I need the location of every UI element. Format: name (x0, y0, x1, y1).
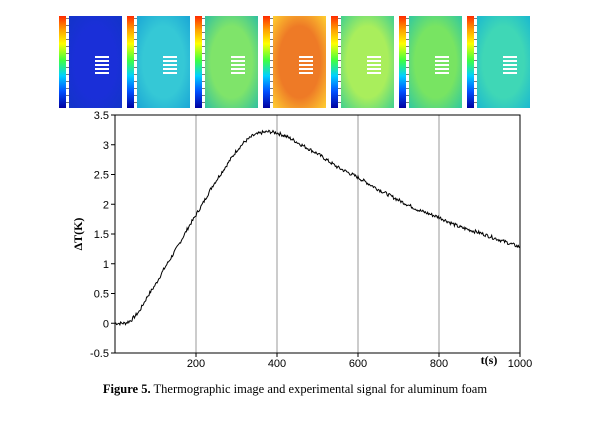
y-tick-label: 3 (103, 140, 109, 152)
temperature-color-scale (263, 16, 270, 108)
temperature-color-scale (331, 16, 338, 108)
sample-marker (503, 56, 517, 74)
caption-text: Thermographic image and experimental sig… (150, 382, 488, 396)
y-tick-label: -0.5 (90, 348, 109, 360)
y-tick-label: 3.5 (94, 110, 109, 122)
thermographic-image (263, 16, 326, 108)
thermal-field (477, 16, 530, 108)
thermal-field (273, 16, 326, 108)
x-tick-label: 800 (430, 358, 448, 370)
x-axis-label: t(s) (481, 353, 498, 367)
y-tick-label: 2 (103, 199, 109, 211)
y-tick-label: 0 (103, 318, 109, 330)
y-tick-label: 1 (103, 259, 109, 271)
temperature-color-scale (127, 16, 134, 108)
thermal-field (409, 16, 462, 108)
sample-marker (231, 56, 245, 74)
thermographic-image (127, 16, 190, 108)
temperature-color-scale (195, 16, 202, 108)
thermal-field (137, 16, 190, 108)
y-tick-label: 1.5 (94, 229, 109, 241)
x-tick-label: 200 (187, 358, 205, 370)
temperature-color-scale (59, 16, 66, 108)
x-tick-label: 1000 (508, 358, 532, 370)
temperature-signal-line (114, 129, 521, 327)
sample-marker (435, 56, 449, 74)
color-scale-ticks (202, 18, 205, 106)
series-group (114, 129, 521, 327)
figure-label: Figure 5. (102, 382, 151, 396)
sample-marker (367, 56, 381, 74)
chart-grid (195, 115, 440, 353)
color-scale-ticks (338, 18, 341, 106)
thermographic-image-strip (59, 16, 530, 108)
thermal-field (205, 16, 258, 108)
figure-caption: Figure 5. Thermographic image and experi… (0, 382, 590, 397)
plot-frame (114, 114, 521, 354)
color-scale-ticks (406, 18, 409, 106)
sample-marker (95, 56, 109, 74)
temperature-color-scale (399, 16, 406, 108)
temperature-chart: -0.5 0 0.5 1 1.5 2 2.5 3 3.5 200 400 600 800 1000 ΔT… (71, 110, 532, 370)
thermographic-image (59, 16, 122, 108)
sample-marker (163, 56, 177, 74)
y-tick-label: 2.5 (94, 170, 109, 182)
color-scale-ticks (134, 18, 137, 106)
color-scale-ticks (66, 18, 69, 106)
sample-marker (299, 56, 313, 74)
thermal-field (341, 16, 394, 108)
thermographic-image (331, 16, 394, 108)
y-axis-label: ΔT(K) (71, 218, 85, 251)
y-tick-label: 0.5 (94, 289, 109, 301)
y-axis-ticks: -0.5 0 0.5 1 1.5 2 2.5 3 3.5 (90, 110, 115, 360)
x-tick-label: 600 (349, 358, 367, 370)
x-axis-ticks: 200 400 600 800 1000 (187, 353, 532, 370)
thermographic-image (467, 16, 530, 108)
x-tick-label: 400 (268, 358, 286, 370)
temperature-color-scale (467, 16, 474, 108)
thermal-field (69, 16, 122, 108)
thermographic-image (195, 16, 258, 108)
color-scale-ticks (270, 18, 273, 106)
thermographic-image (399, 16, 462, 108)
color-scale-ticks (474, 18, 477, 106)
